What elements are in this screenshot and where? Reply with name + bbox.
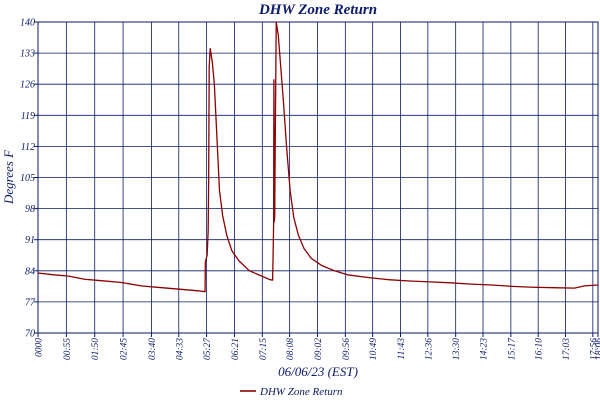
x-tick-label: 00:55 <box>63 338 73 360</box>
x-tick-label: 04:33 <box>175 338 185 360</box>
x-tick-label: 10:49 <box>369 338 379 360</box>
legend-entry: DHW Zone Return <box>259 386 343 398</box>
y-tick-label: 98 <box>25 204 35 215</box>
x-tick-label: 14:23 <box>480 338 490 360</box>
x-tick-label: 11:43 <box>397 338 407 360</box>
y-tick-label: 126 <box>20 80 35 91</box>
x-tick-label: 15:17 <box>507 337 517 360</box>
legend: DHW Zone Return <box>240 386 343 398</box>
y-tick-label: 105 <box>20 173 35 184</box>
x-tick-label: 03:40 <box>148 338 158 360</box>
x-tick-labels: 0000 00:55 01:50 02:45 03:40 04:33 05:27 06:21 0… <box>35 337 600 360</box>
y-tick-labels: 70 77 84 91 98 105 112 119 126 133 140 <box>20 18 36 340</box>
x-tick-label: 02:45 <box>120 338 130 360</box>
y-tick-label: 119 <box>21 111 35 122</box>
y-tick-label: 77 <box>25 297 36 308</box>
x-tick-label: 16:10 <box>535 338 545 360</box>
x-tick-label: 17:56 <box>589 338 599 360</box>
x-tick-label: 13:30 <box>452 338 462 360</box>
x-tick-label: 07:15 <box>259 338 269 360</box>
x-tick-label: 09:56 <box>342 338 352 360</box>
y-tick-label: 112 <box>21 142 35 153</box>
plot-area <box>34 21 599 337</box>
x-tick-label: 0000 <box>35 338 45 357</box>
x-tick-label: 08:08 <box>286 338 296 360</box>
y-tick-label: 140 <box>20 18 35 29</box>
x-tick-label: 12:36 <box>424 338 434 360</box>
y-tick-label: 91 <box>25 235 35 246</box>
x-tick-label: 17:03 <box>562 338 572 360</box>
series-line <box>37 21 599 293</box>
y-tick-label: 84 <box>25 266 35 277</box>
x-axis-label: 06/06/23 (EST) <box>278 364 358 379</box>
x-tick-label: 09:02 <box>314 338 324 360</box>
x-tick-label: 01:50 <box>91 338 101 360</box>
chart-title: DHW Zone Return <box>258 2 377 18</box>
x-tick-label: 18:06 <box>595 338 600 360</box>
series-layer <box>37 21 599 293</box>
y-tick-label: 70 <box>25 329 35 340</box>
x-tick-label: 05:27 <box>203 337 213 360</box>
x-tick-label: 06:21 <box>231 338 241 360</box>
y-axis-label: Degrees F <box>1 149 16 205</box>
y-tick-label: 133 <box>20 49 35 60</box>
